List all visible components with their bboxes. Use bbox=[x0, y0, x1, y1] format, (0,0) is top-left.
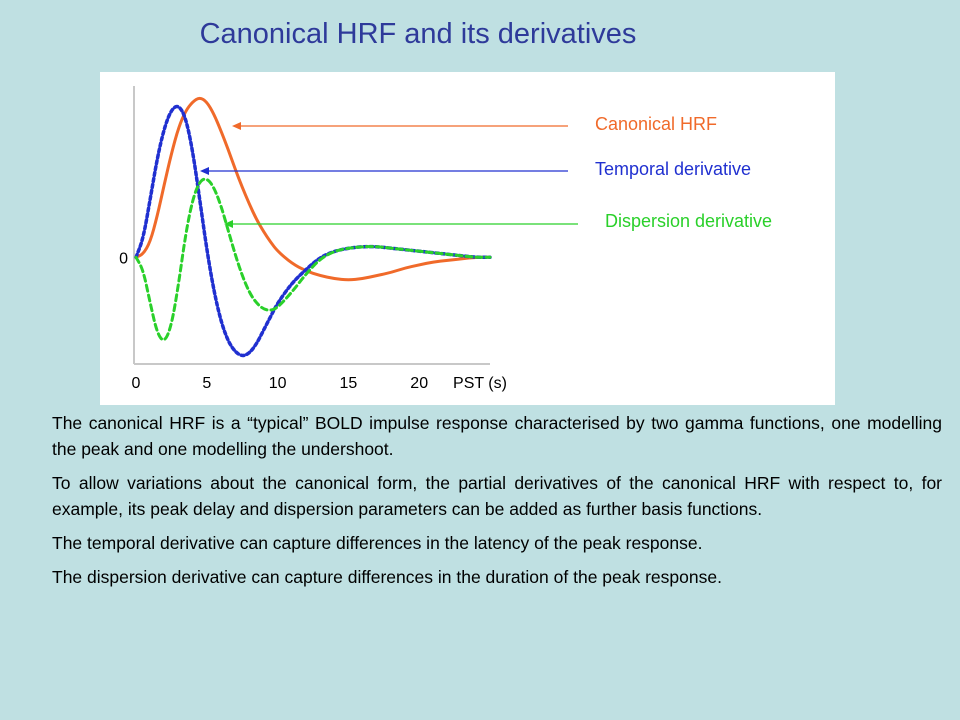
legend-temporal-derivative: Temporal derivative bbox=[595, 159, 752, 179]
paragraph-temporal: The temporal derivative can capture diff… bbox=[52, 533, 703, 553]
paragraph-dispersion: The dispersion derivative can capture di… bbox=[52, 567, 722, 587]
paragraph-canonical: The canonical HRF is a “typical” BOLD im… bbox=[52, 413, 942, 459]
y-tick-label: 0 bbox=[119, 250, 128, 267]
x-tick-label: 20 bbox=[410, 375, 428, 392]
hrf-chart: 0 5 10 15 20 PST (s) 0 Canonical HRF Temporal d… bbox=[100, 72, 835, 405]
dispersion-derivative-line bbox=[134, 177, 492, 342]
temporal-derivative-line bbox=[134, 104, 492, 358]
x-tick-label: 15 bbox=[340, 375, 358, 392]
arrow-temporal-derivative-head bbox=[200, 167, 209, 175]
legend-dispersion-derivative: Dispersion derivative bbox=[605, 211, 773, 231]
description-text: The canonical HRF is a “typical” BOLD im… bbox=[52, 410, 942, 598]
slide-title: Canonical HRF and its derivatives bbox=[199, 18, 637, 50]
x-axis-label: PST (s) bbox=[453, 375, 507, 392]
paragraph-partial-derivatives: To allow variations about the canonical … bbox=[52, 473, 942, 519]
x-tick-label: 10 bbox=[269, 375, 287, 392]
x-tick-label: 5 bbox=[202, 375, 211, 392]
legend-canonical-hrf: Canonical HRF bbox=[595, 114, 718, 134]
arrow-canonical-hrf-head bbox=[232, 122, 241, 130]
hrf-chart-svg: 0 5 10 15 20 PST (s) 0 bbox=[119, 86, 578, 392]
arrow-dispersion-derivative-head bbox=[224, 220, 233, 228]
canonical-hrf-line bbox=[134, 96, 492, 282]
x-tick-label: 0 bbox=[132, 375, 141, 392]
